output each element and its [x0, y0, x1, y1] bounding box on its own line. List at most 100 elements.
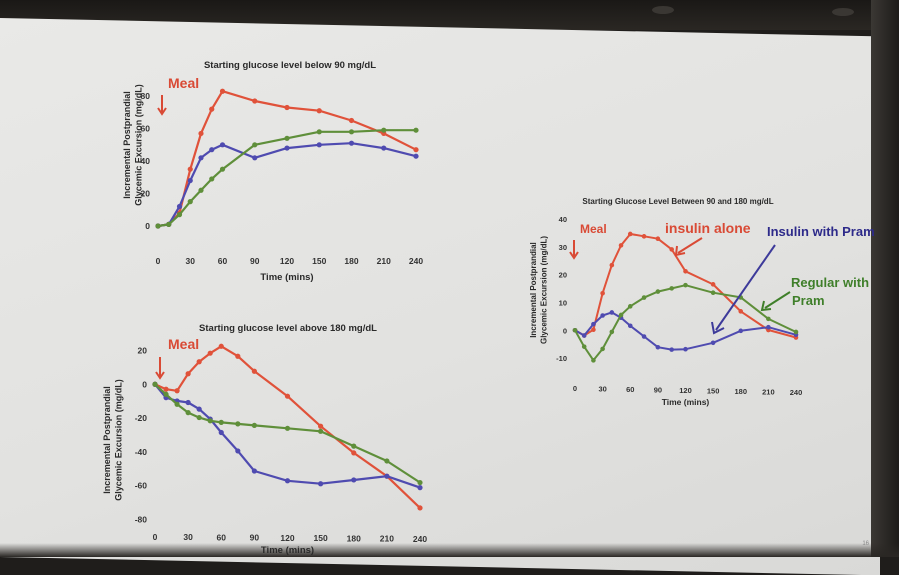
x-tick-label: 0: [156, 256, 161, 266]
data-point: [207, 418, 213, 424]
data-point: [219, 142, 226, 148]
data-point: [318, 428, 324, 434]
data-point: [209, 106, 215, 112]
y-tick-label: 20: [138, 345, 148, 355]
data-point: [591, 327, 596, 332]
data-point: [348, 129, 355, 135]
x-tick-label: 240: [409, 256, 423, 266]
data-point: [710, 282, 716, 287]
data-point: [581, 344, 587, 349]
data-point: [609, 329, 615, 335]
data-point: [235, 421, 241, 427]
data-point: [600, 313, 605, 318]
callout-arrow-icon: [677, 237, 703, 254]
data-point: [348, 140, 355, 146]
x-tick-label: 120: [679, 386, 692, 395]
chart-2: Starting glucose level above 180 mg/dL 20…: [102, 323, 427, 556]
data-point: [318, 481, 324, 487]
callout-regular-with-pram: Regular with: [791, 275, 869, 290]
chart-title: Starting glucose level above 180 mg/dL: [199, 323, 377, 334]
data-point: [683, 268, 688, 274]
x-tick-label: 210: [377, 256, 391, 266]
x-tick-label: 180: [344, 256, 358, 266]
y-tick-label: 40: [141, 156, 151, 166]
data-point: [166, 221, 172, 227]
data-point: [251, 422, 257, 428]
meal-arrow-head-icon: [569, 251, 579, 260]
data-point: [609, 262, 615, 268]
data-point: [600, 346, 605, 352]
x-tick-label: 0: [153, 532, 158, 542]
callout-insulin-with-pram: Insulin with Pram: [767, 224, 875, 239]
x-tick-label: 120: [280, 256, 294, 266]
x-tick-label: 60: [218, 256, 228, 266]
x-tick-label: 90: [250, 256, 260, 266]
data-point: [316, 108, 322, 114]
data-point: [152, 381, 158, 387]
y-axis-label-line: Incremental Postprandial: [529, 242, 538, 338]
data-point: [384, 473, 390, 479]
data-point: [669, 286, 674, 291]
data-point: [655, 344, 661, 350]
data-point: [683, 282, 688, 288]
callout-arrow-icon: [715, 244, 776, 331]
data-point: [641, 334, 647, 339]
data-point: [185, 371, 191, 377]
data-point: [669, 247, 674, 252]
data-point: [187, 177, 193, 184]
x-tick-label: 210: [762, 387, 775, 396]
data-point: [198, 130, 204, 137]
data-point: [219, 88, 226, 94]
data-point: [252, 155, 258, 161]
data-point: [413, 127, 419, 133]
data-point: [384, 458, 390, 464]
y-tick-label: -40: [135, 447, 148, 457]
data-point: [738, 328, 744, 334]
data-point: [251, 468, 257, 474]
callout-arrow-head-icon: [711, 321, 725, 335]
data-point: [163, 386, 169, 392]
data-point: [163, 391, 169, 397]
x-tick-label: 60: [217, 532, 227, 542]
data-point: [209, 176, 215, 182]
x-tick-label: 150: [707, 386, 720, 395]
data-point: [417, 485, 423, 491]
data-point: [683, 346, 688, 352]
y-tick-label: 10: [559, 298, 567, 307]
y-axis-label-line: Incremental Postprandial: [122, 91, 132, 199]
data-point: [413, 147, 419, 153]
data-point: [618, 243, 624, 248]
data-point: [284, 135, 290, 141]
data-point: [766, 324, 771, 330]
data-point: [284, 478, 291, 484]
data-point: [318, 423, 324, 429]
x-axis-label: Time (mins): [260, 272, 313, 283]
data-point: [627, 323, 633, 329]
y-tick-label: 0: [142, 379, 147, 389]
ceiling-light-icon: [652, 6, 674, 14]
slide-page-number: 16: [862, 541, 869, 547]
data-point: [627, 231, 633, 237]
callout-regular-with-pram-line2: Pram: [792, 293, 825, 308]
data-point: [196, 359, 202, 365]
data-point: [738, 309, 744, 314]
y-tick-label: -10: [556, 354, 567, 363]
y-tick-label: -60: [135, 481, 148, 491]
data-point: [176, 212, 183, 218]
data-point: [235, 353, 241, 359]
data-point: [710, 290, 716, 296]
data-point: [618, 312, 624, 318]
data-point: [591, 358, 596, 363]
series-line: [157, 90, 417, 228]
data-point: [209, 147, 215, 153]
x-tick-label: 180: [347, 533, 361, 543]
data-point: [207, 350, 213, 356]
callout-insulin-alone: insulin alone: [665, 220, 751, 236]
data-point: [174, 401, 180, 407]
x-tick-label: 90: [654, 385, 662, 394]
x-tick-label: 120: [280, 533, 294, 543]
x-axis-label: Time (mins): [261, 545, 314, 556]
data-point: [176, 203, 183, 210]
data-point: [627, 304, 633, 309]
data-point: [669, 347, 674, 352]
